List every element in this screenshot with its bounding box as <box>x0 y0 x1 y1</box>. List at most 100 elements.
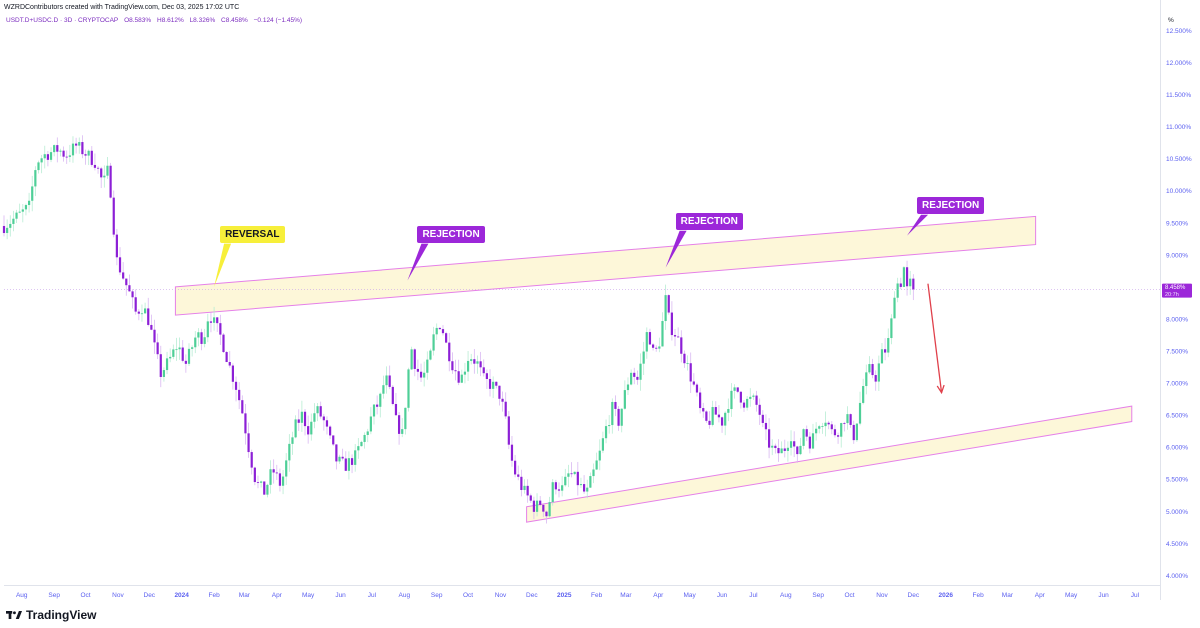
candle-body <box>128 285 131 292</box>
candle-body <box>21 209 24 212</box>
candle-body <box>24 205 28 210</box>
candle-body <box>720 417 724 426</box>
candle-body <box>297 419 300 423</box>
candle-body <box>194 337 197 348</box>
candle-body <box>488 378 492 389</box>
y-tick-label: 8.000% <box>1166 316 1188 323</box>
candle-body <box>325 420 329 427</box>
x-tick-label: Sep <box>48 592 60 599</box>
candle-body <box>824 422 827 427</box>
candle-body <box>586 487 589 492</box>
candle-body <box>78 142 81 146</box>
candle-body <box>683 353 686 364</box>
candle-body <box>294 419 297 438</box>
candle-body <box>608 425 611 427</box>
candle-body <box>564 476 567 486</box>
x-tick-label: Aug <box>399 592 411 599</box>
x-tick-label: Mar <box>1002 592 1014 599</box>
y-tick-label: 11.500% <box>1166 92 1191 99</box>
candle-body <box>2 225 6 234</box>
x-tick-label: Nov <box>112 592 124 599</box>
candle-body <box>570 473 573 475</box>
last-price-countdown: 20:7h <box>1165 292 1179 298</box>
candle-body <box>752 395 755 397</box>
x-tick-label: Nov <box>495 592 507 599</box>
candle-body <box>93 164 97 168</box>
candle-body <box>369 416 372 432</box>
candle-body <box>865 372 868 387</box>
candle-body <box>231 365 235 382</box>
tradingview-brand[interactable]: TradingView <box>6 608 96 622</box>
candle-body <box>460 374 463 383</box>
annotation-rejection-label: REJECTION <box>675 212 743 230</box>
candle-body <box>858 402 862 424</box>
candle-body <box>673 335 677 337</box>
ohlc-low: L8.326% <box>189 17 216 24</box>
candle-body <box>702 408 705 412</box>
candle-body <box>843 423 846 424</box>
candle-body <box>639 363 642 380</box>
candle-body <box>595 460 598 470</box>
tradingview-logo-icon <box>6 611 22 619</box>
x-tick-label: Jul <box>749 592 758 599</box>
candle-body <box>413 349 416 369</box>
x-tick-label: Aug <box>16 592 28 599</box>
candle-body <box>184 360 187 364</box>
candle-body <box>401 429 404 434</box>
candle-body <box>354 450 357 465</box>
candle-body <box>56 145 59 152</box>
candle-body <box>849 414 852 425</box>
candle-body <box>645 332 648 352</box>
candle-body <box>504 401 507 417</box>
candle-body <box>777 448 780 454</box>
symbol-name[interactable]: USDT.D+USDC.D · 3D · CRYPTOCAP <box>6 17 119 24</box>
candle-body <box>664 295 667 322</box>
candle-body <box>833 429 837 436</box>
candle-body <box>59 150 62 152</box>
candle-body <box>137 311 140 314</box>
candle-body <box>118 257 122 273</box>
candle-body <box>234 381 238 390</box>
candle-body <box>517 474 520 477</box>
y-tick-label: 6.000% <box>1166 445 1188 452</box>
candle-body <box>432 334 435 351</box>
candle-body <box>46 154 49 160</box>
candle-body <box>767 429 771 448</box>
chart-credit: WZRDContributors created with TradingVie… <box>4 4 240 11</box>
candle-body <box>394 403 398 416</box>
candle-body <box>100 168 103 178</box>
candle-body <box>573 471 576 475</box>
candle-body <box>542 504 545 512</box>
candle-body <box>281 476 285 486</box>
x-tick-label: Jul <box>368 592 377 599</box>
candle-body <box>435 327 438 335</box>
candle-body <box>350 458 354 465</box>
y-tick-label: 5.500% <box>1166 477 1188 484</box>
candle-body <box>454 370 457 372</box>
x-tick-label: Mar <box>239 592 251 599</box>
candle-body <box>727 409 730 413</box>
candle-body <box>115 234 118 258</box>
candle-body <box>492 381 495 389</box>
candle-body <box>598 450 601 461</box>
candle-body <box>466 360 470 372</box>
candle-body <box>37 162 40 171</box>
candle-body <box>529 495 532 501</box>
candle-body <box>9 223 12 228</box>
y-tick-label: 12.000% <box>1166 60 1192 67</box>
candle-body <box>589 476 592 488</box>
candle-body <box>332 435 335 445</box>
candle-body <box>27 200 31 206</box>
candle-body <box>582 484 586 492</box>
candle-body <box>165 358 169 371</box>
last-price-value: 8.458% <box>1165 285 1186 291</box>
candle-body <box>561 485 564 491</box>
candle-body <box>695 384 699 393</box>
candle-body <box>307 426 310 435</box>
candle-body <box>49 152 53 160</box>
x-tick-label: Mar <box>620 592 632 599</box>
candle-body <box>269 469 272 485</box>
candle-body <box>285 460 288 477</box>
y-tick-label: 4.000% <box>1166 573 1188 580</box>
